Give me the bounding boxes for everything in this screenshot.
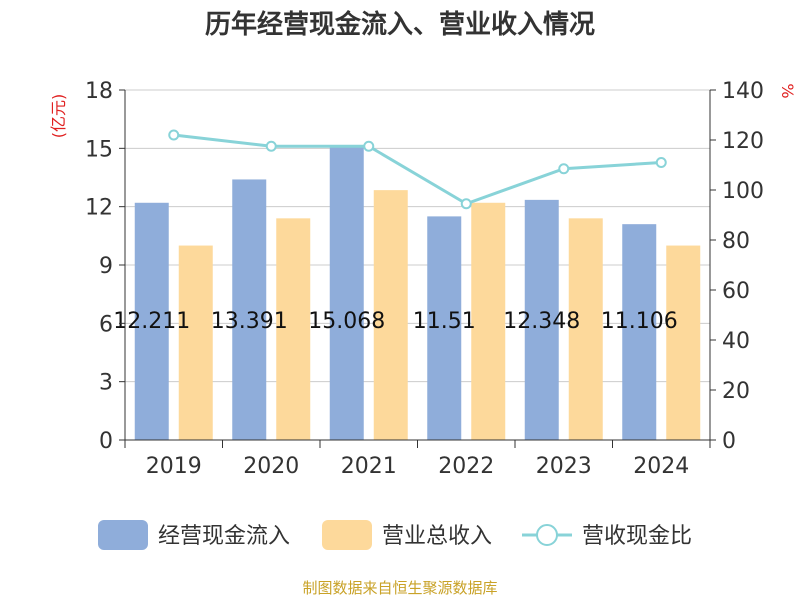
left-tick-label: 9 [99,254,113,279]
bar-cash-inflow [524,199,559,440]
right-tick-label: 0 [722,429,736,454]
legend-swatch-1 [98,520,148,550]
right-tick-label: 100 [722,179,764,204]
ratio-point [558,163,570,175]
bar-data-label: 11.51 [413,309,476,334]
axes: 0 3 6 9 12 15 18 0 20 40 60 80 100 120 140 2019 2020 2021… [85,79,764,479]
bar-cash-inflow [134,202,169,440]
x-tick-label: 2021 [341,454,397,479]
right-tick-label: 20 [722,379,750,404]
legend-label: 营业总收入 [382,524,492,549]
legend-marker [536,524,558,546]
ratio-line-path [173,133,662,206]
bar-data-label: 12.211 [113,309,190,334]
bar-cash-inflow [329,146,364,440]
legend-label: 经营现金流入 [158,524,290,549]
right-tick-label: 60 [722,279,750,304]
chart-title: 历年经营现金流入、营业收入情况 [205,9,595,40]
x-tick-label: 2019 [146,454,202,479]
ratio-point [363,140,375,152]
left-tick-label: 3 [99,371,113,396]
ratio-point [460,198,472,210]
bar-revenue [568,218,603,440]
bar-data-labels: 12.211 13.391 15.068 11.51 12.348 11.106 [113,309,677,334]
legend: 经营现金流入 营业总收入 营收现金比 [98,520,692,550]
right-axis-unit: % [778,83,797,98]
left-tick-label: 15 [85,137,113,162]
x-tick-label: 2024 [633,454,689,479]
right-tick-label: 120 [722,129,764,154]
bars [134,146,701,440]
x-tick-label: 2020 [243,454,299,479]
ratio-point [168,129,180,141]
bar-revenue [276,218,311,440]
bar-data-label: 12.348 [503,309,580,334]
left-tick-label: 18 [85,79,113,104]
bar-data-label: 15.068 [308,309,385,334]
x-tick-label: 2023 [536,454,592,479]
ratio-point [265,140,277,152]
left-tick-label: 12 [85,196,113,221]
right-tick-label: 80 [722,229,750,254]
bar-revenue [373,190,408,440]
bar-data-label: 13.391 [211,309,288,334]
bar-cash-inflow [427,216,462,440]
ratio-point [655,157,667,168]
left-axis-unit: (亿元) [49,94,68,139]
bar-cash-inflow [232,179,267,440]
bar-data-label: 11.106 [601,309,678,334]
right-tick-label: 140 [722,79,764,104]
legend-label: 营收现金比 [582,524,692,549]
x-tick-label: 2022 [438,454,494,479]
bar-revenue [471,202,506,440]
bar-cash-inflow [622,224,657,440]
ratio-line [168,129,667,210]
legend-swatch-2 [322,520,372,550]
left-tick-label: 6 [99,312,113,337]
bar-revenue [666,245,701,440]
left-tick-label: 0 [99,429,113,454]
bar-revenue [178,245,213,440]
grid-lines [125,89,710,383]
source-note: 制图数据来自恒生聚源数据库 [302,579,497,597]
right-tick-label: 40 [722,329,750,354]
